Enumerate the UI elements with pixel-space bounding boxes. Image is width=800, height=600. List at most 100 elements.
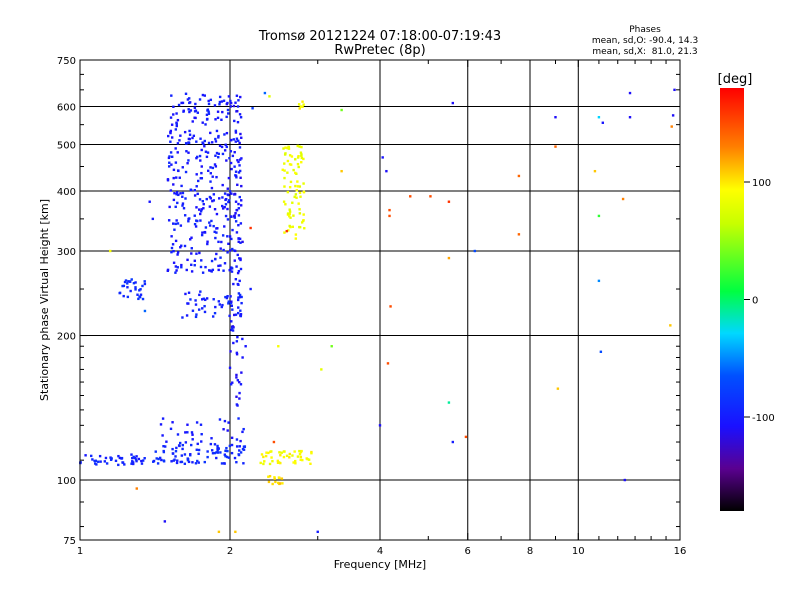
data-point — [203, 145, 206, 148]
data-point — [217, 134, 220, 138]
data-point — [195, 156, 198, 160]
data-point — [264, 454, 268, 458]
data-point — [285, 229, 288, 233]
data-point — [299, 458, 302, 462]
data-point — [199, 265, 203, 269]
data-point — [186, 162, 189, 165]
data-point — [222, 269, 225, 272]
data-point — [184, 292, 187, 296]
data-point — [151, 217, 155, 221]
data-point — [184, 441, 188, 444]
data-point — [296, 156, 300, 159]
data-point — [187, 220, 190, 223]
data-point — [206, 455, 209, 459]
data-point — [230, 215, 233, 218]
data-point — [239, 451, 243, 454]
data-point — [189, 453, 192, 456]
data-point — [187, 141, 190, 144]
data-point — [197, 448, 201, 452]
data-point — [170, 155, 174, 158]
data-point — [148, 200, 151, 203]
x-tick-label: 1 — [77, 546, 83, 557]
data-point — [126, 295, 130, 299]
data-point — [176, 169, 180, 172]
data-point — [214, 154, 217, 157]
data-point — [188, 101, 191, 105]
data-point — [203, 460, 206, 464]
data-point — [340, 108, 343, 112]
data-point — [196, 459, 199, 463]
data-point — [180, 184, 183, 188]
data-point — [554, 116, 557, 119]
data-point — [385, 169, 388, 173]
data-point — [181, 191, 185, 195]
data-point — [234, 174, 238, 178]
data-point — [200, 171, 203, 175]
data-point — [189, 238, 192, 241]
data-point — [213, 163, 217, 166]
y-tick-label: 75 — [63, 536, 76, 547]
data-point — [225, 455, 229, 459]
data-point — [191, 461, 194, 464]
data-point — [219, 256, 222, 259]
data-point — [227, 302, 230, 305]
data-point — [210, 186, 214, 190]
data-point — [231, 329, 235, 332]
data-point — [288, 210, 292, 213]
data-point — [298, 107, 301, 110]
data-point — [221, 207, 225, 210]
data-point — [176, 118, 180, 122]
data-point — [230, 300, 233, 303]
data-point — [162, 459, 166, 462]
data-point — [228, 444, 232, 448]
data-point — [300, 156, 304, 160]
data-point — [215, 175, 218, 179]
data-point — [184, 431, 187, 434]
data-point — [177, 193, 180, 197]
data-point — [185, 142, 188, 145]
data-point — [213, 311, 217, 315]
data-point — [230, 167, 233, 171]
data-point — [299, 450, 303, 454]
data-point — [114, 459, 118, 463]
data-point — [236, 271, 240, 275]
data-point — [175, 122, 178, 126]
data-point — [193, 259, 197, 262]
data-point — [238, 295, 242, 299]
data-point — [191, 433, 194, 436]
data-point — [230, 328, 233, 332]
data-point — [199, 290, 202, 293]
data-point — [200, 177, 204, 180]
data-point — [183, 214, 187, 217]
data-point — [186, 258, 189, 262]
data-point — [294, 233, 298, 236]
data-point — [237, 283, 240, 286]
data-point — [199, 212, 202, 216]
data-point — [217, 240, 220, 244]
data-point — [229, 105, 232, 108]
data-point — [302, 213, 305, 216]
data-point — [209, 197, 213, 200]
data-point — [263, 460, 266, 463]
data-point — [237, 139, 240, 142]
data-point — [517, 174, 521, 178]
data-point — [234, 131, 238, 134]
data-point — [286, 212, 290, 215]
data-point — [165, 440, 168, 443]
data-point — [210, 437, 213, 440]
data-point — [172, 105, 175, 108]
colorbar-ticks: 100 0 -100 — [744, 178, 775, 424]
data-point — [227, 242, 230, 246]
data-point — [186, 457, 190, 461]
data-point — [194, 462, 198, 465]
data-point — [215, 456, 218, 460]
data-point — [236, 159, 239, 162]
data-point — [199, 210, 203, 213]
data-point — [238, 164, 241, 167]
data-point — [234, 200, 238, 203]
data-point — [233, 456, 237, 460]
data-point — [180, 266, 183, 269]
data-point — [193, 194, 197, 197]
data-point — [141, 459, 145, 462]
data-point — [235, 376, 238, 379]
